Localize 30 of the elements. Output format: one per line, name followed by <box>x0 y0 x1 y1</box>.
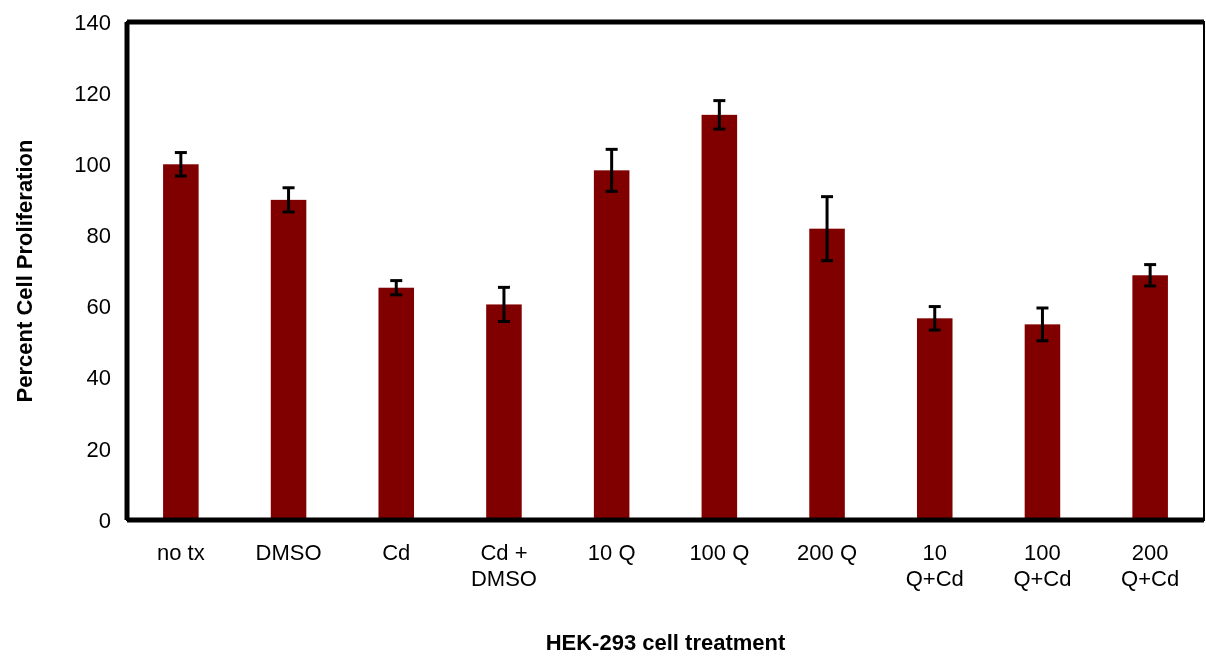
x-tick-label: 10 Q <box>587 540 636 565</box>
bar <box>809 228 845 520</box>
bar <box>916 318 953 520</box>
bar <box>378 287 415 520</box>
x-tick-label: Cd <box>382 540 411 565</box>
bar <box>163 164 199 520</box>
bar <box>1024 324 1061 520</box>
x-tick-label: 100 Q <box>689 540 750 565</box>
x-tick-label: 200 Q+Cd <box>1121 540 1180 592</box>
y-axis-title: Percent Cell Proliferation <box>12 139 37 403</box>
y-tick-label: 100 <box>74 151 111 177</box>
x-tick-label: Cd + DMSO <box>470 540 537 592</box>
bar <box>1132 275 1168 520</box>
x-tick-label: 100 Q+Cd <box>1013 540 1072 592</box>
y-tick-label: 0 <box>98 507 111 533</box>
y-tick-label: 140 <box>74 9 111 35</box>
y-tick-label: 80 <box>86 223 111 249</box>
x-axis-title: HEK-293 cell treatment <box>545 630 786 655</box>
x-tick-label: no tx <box>157 540 205 565</box>
x-tick-label: DMSO <box>255 540 322 565</box>
bar <box>593 170 630 520</box>
y-tick-label: 20 <box>86 436 111 462</box>
bar <box>270 199 307 520</box>
y-tick-label: 120 <box>74 80 111 106</box>
bar <box>701 114 738 520</box>
bar <box>486 304 522 520</box>
x-tick-label: 10 Q+Cd <box>905 540 964 592</box>
y-tick-label: 40 <box>86 365 111 391</box>
x-tick-label: 200 Q <box>797 540 858 565</box>
y-tick-label: 60 <box>86 294 111 320</box>
